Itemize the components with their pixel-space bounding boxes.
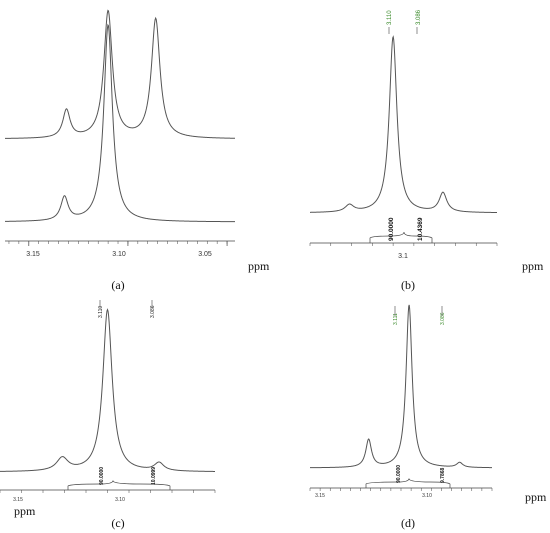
panel-c-integral-label: 10.0999 — [151, 467, 157, 485]
panel-a-trace-lower — [4, 23, 235, 223]
panel-a-trace-upper — [5, 9, 236, 139]
panel-b-peak-label: 3.086 — [416, 9, 422, 25]
panel-b-integral-bracket — [369, 231, 433, 243]
panel-d-xlabel: ppm — [525, 490, 547, 504]
panel-d-integral-bracket — [365, 477, 451, 488]
panel-b-integral-label: 90.0000 — [388, 217, 395, 241]
panel-a-tick-label: 3.10 — [112, 251, 126, 258]
panel-d-peak-label: 3.111 — [393, 313, 399, 325]
panel-d-integral-label: 9.7868 — [440, 467, 446, 483]
panel-c-peak-label: 3.086 — [150, 305, 156, 318]
panel-c-integral-bracket — [67, 479, 171, 490]
panel-c-peak-label: 3.110 — [98, 306, 104, 318]
panel-a-caption: (a) — [111, 278, 124, 292]
panel-d-tick-label: 3.10 — [422, 493, 432, 499]
panel-b-peak-label: 3.110 — [387, 10, 393, 25]
panel-b-caption: (b) — [401, 278, 415, 292]
panel-d: 3.15 3.10 3.111 3.086 90.0000 9.7868 ppm… — [310, 312, 547, 530]
panel-c-tick-label: 3.15 — [13, 497, 23, 503]
panel-c-trace — [0, 308, 216, 472]
panel-a-tick-label: 3.15 — [26, 251, 40, 258]
panel-b-tick-label: 3.1 — [398, 253, 408, 260]
panel-a-xlabel: ppm — [248, 259, 270, 273]
panel-d-caption: (d) — [401, 516, 415, 530]
panel-b: 3.1 3.110 3.086 90.0000 10.4369 ppm (b) — [310, 9, 544, 292]
panel-b-trace — [309, 35, 497, 214]
panel-b-integral-label: 10.4369 — [417, 217, 424, 241]
panel-c-caption: (c) — [111, 516, 124, 530]
panel-a-tick-label: 3.05 — [198, 251, 212, 258]
panel-d-tick-label: 3.15 — [315, 493, 325, 499]
panel-d-integral-label: 90.0000 — [396, 465, 402, 483]
panel-c: 3.15 3.10 3.110 3.086 90.0000 10.0999 pp… — [0, 305, 215, 530]
panel-d-trace — [310, 304, 492, 469]
panel-c-xlabel: ppm — [14, 504, 36, 518]
panel-c-integral-label: 90.0000 — [99, 467, 105, 485]
panel-a: 3.15 3.10 3.05 ppm (a) — [5, 240, 270, 292]
panel-d-peak-label: 3.086 — [440, 312, 446, 325]
panel-b-xlabel: ppm — [522, 259, 544, 273]
panel-c-tick-label: 3.10 — [115, 497, 125, 503]
